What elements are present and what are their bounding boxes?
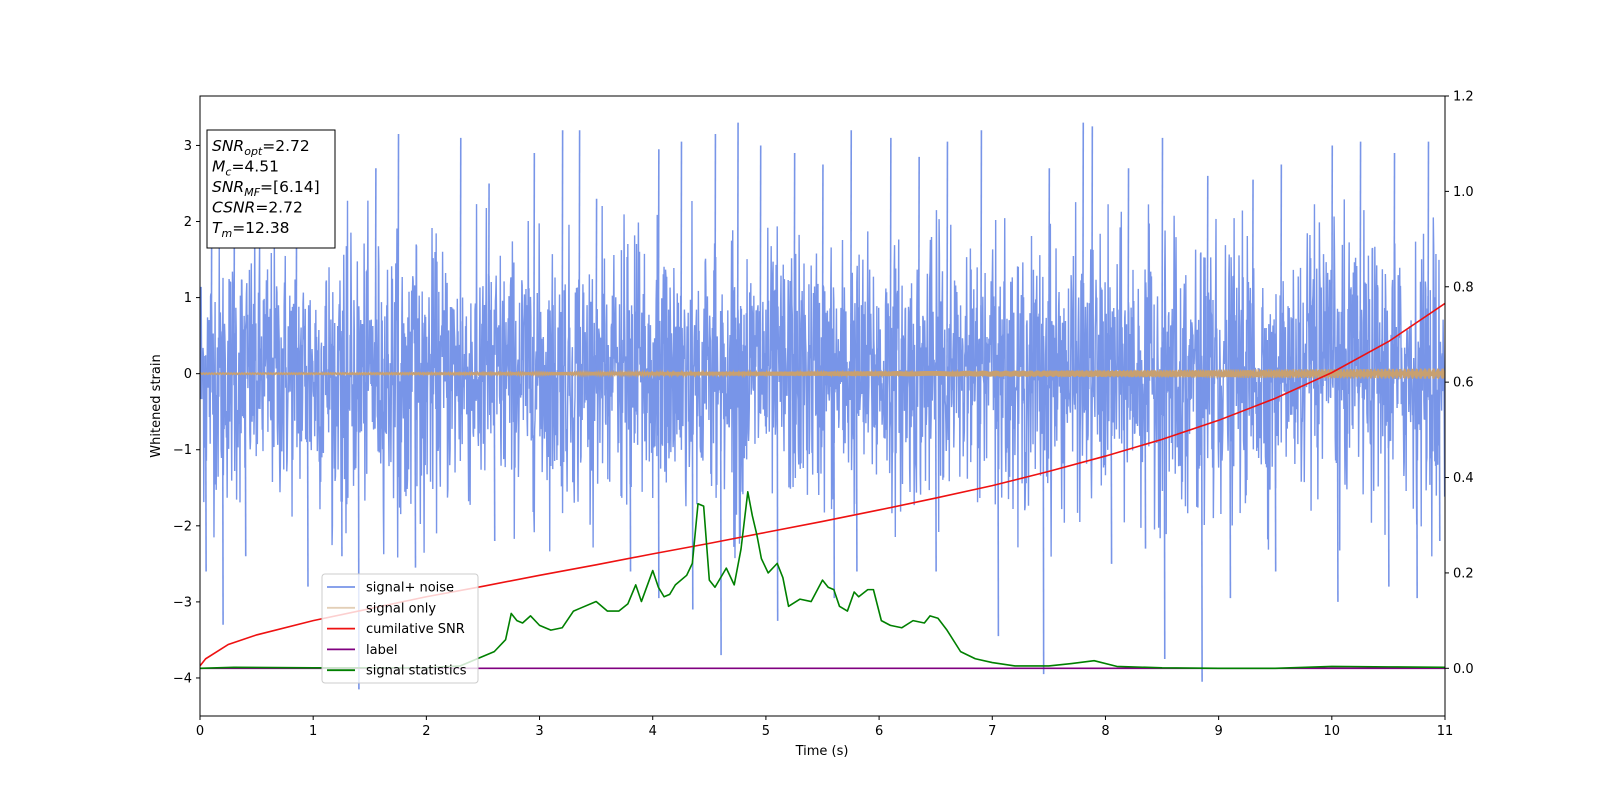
legend-label: label bbox=[366, 643, 397, 658]
info-box-line: SNRopt=2.72 bbox=[212, 137, 310, 158]
legend: signal+ noise signal only cumilative SNR la… bbox=[321, 573, 479, 684]
x-tick-label: 2 bbox=[422, 724, 430, 739]
y-tick-label: 2 bbox=[184, 215, 192, 230]
axes-frame bbox=[199, 95, 1446, 717]
legend-label: signal+ noise bbox=[366, 581, 454, 596]
y2-tick-label: 1.2 bbox=[1453, 90, 1474, 105]
y-axis-label: Whitened strain bbox=[149, 354, 164, 457]
y2-tick-label: 1.0 bbox=[1453, 185, 1474, 200]
y-tick-label: 1 bbox=[184, 291, 192, 306]
series-signal-noise bbox=[200, 199, 1445, 559]
info-box-line: CSNR=2.72 bbox=[212, 199, 303, 217]
y-axis-right: 0.0 0.2 0.4 0.6 0.8 1.0 1.2 bbox=[1445, 90, 1474, 677]
x-tick-label: 3 bbox=[535, 724, 543, 739]
x-tick-label: 1 bbox=[309, 724, 317, 739]
y-tick-label: 0 bbox=[184, 367, 192, 382]
info-box-frame bbox=[206, 129, 336, 249]
x-tick-label: 7 bbox=[988, 724, 996, 739]
x-tick-label: 10 bbox=[1324, 724, 1341, 739]
y-axis-left: −4 −3 −2 −1 0 1 2 3 bbox=[173, 139, 200, 686]
x-tick-label: 9 bbox=[1214, 724, 1222, 739]
y-tick-label: 3 bbox=[184, 139, 192, 154]
legend-label: cumilative SNR bbox=[366, 622, 465, 637]
y-tick-label: −3 bbox=[173, 595, 192, 610]
info-box-line: Mc=4.51 bbox=[212, 158, 279, 179]
x-tick-label: 0 bbox=[196, 724, 204, 739]
y2-tick-label: 0.4 bbox=[1453, 471, 1474, 486]
legend-label: signal statistics bbox=[366, 664, 467, 679]
info-box-line: SNRMF=[6.14] bbox=[212, 178, 320, 199]
y-tick-label: −2 bbox=[173, 519, 192, 534]
x-tick-label: 5 bbox=[762, 724, 770, 739]
y-tick-label: −4 bbox=[173, 671, 192, 686]
x-tick-label: 4 bbox=[649, 724, 657, 739]
y2-tick-label: 0.8 bbox=[1453, 280, 1474, 295]
y2-tick-label: 0.0 bbox=[1453, 662, 1474, 677]
series-signal-statistics bbox=[200, 491, 1445, 670]
y2-tick-label: 0.6 bbox=[1453, 376, 1474, 391]
y2-tick-label: 0.2 bbox=[1453, 566, 1474, 581]
x-tick-label: 11 bbox=[1437, 724, 1454, 739]
x-tick-label: 6 bbox=[875, 724, 883, 739]
info-box-line: Tm=12.38 bbox=[212, 219, 290, 240]
series-signal-only bbox=[200, 368, 1445, 380]
x-axis-label: Time (s) bbox=[795, 744, 849, 759]
y-tick-label: −1 bbox=[173, 443, 192, 458]
series-cumulative-snr bbox=[200, 302, 1445, 667]
legend-label: signal only bbox=[366, 601, 436, 616]
x-tick-label: 8 bbox=[1101, 724, 1109, 739]
x-axis: 0 1 2 3 4 5 6 7 8 9 10 11 bbox=[196, 716, 1453, 739]
legend-frame bbox=[321, 573, 479, 684]
